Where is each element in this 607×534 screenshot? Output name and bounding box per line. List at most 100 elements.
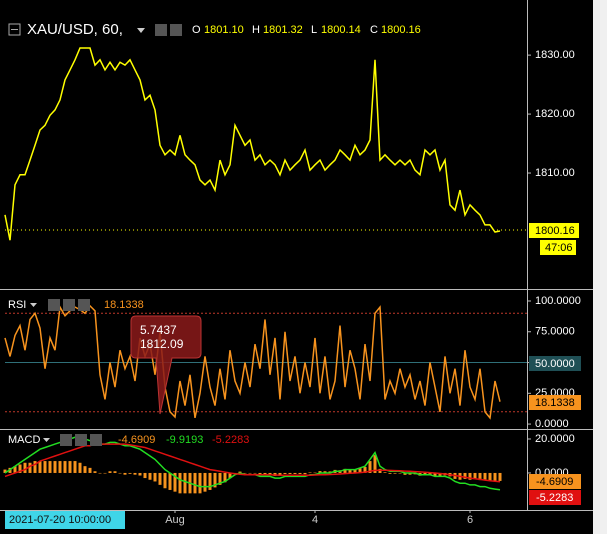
chart-background bbox=[0, 0, 593, 534]
countdown: 47:06 bbox=[545, 242, 573, 254]
histogram-bar bbox=[38, 461, 42, 473]
histogram-bar bbox=[178, 472, 182, 494]
histogram-bar bbox=[28, 462, 32, 473]
tooltip-rsi: 5.7437 bbox=[140, 323, 177, 337]
histogram-bar bbox=[133, 472, 137, 475]
histogram-bar bbox=[93, 471, 97, 473]
settings-icon[interactable] bbox=[63, 299, 75, 311]
histogram-bar bbox=[478, 472, 482, 481]
histogram-bar bbox=[253, 472, 257, 474]
close-icon[interactable] bbox=[78, 299, 90, 311]
rsi-value: 18.1338 bbox=[104, 299, 144, 311]
histogram-bar bbox=[153, 472, 157, 482]
histogram-bar bbox=[73, 461, 77, 473]
histogram-bar bbox=[258, 472, 262, 475]
histogram-bar bbox=[83, 466, 87, 473]
y-tick-label: 0.0000 bbox=[535, 418, 569, 430]
histogram-bar bbox=[463, 472, 467, 479]
rsi-mid-label: 50.0000 bbox=[535, 358, 575, 370]
y-tick-label: 20.0000 bbox=[535, 433, 575, 445]
histogram-bar bbox=[88, 467, 92, 473]
crosshair-tooltip bbox=[130, 315, 202, 415]
y-tick-label: 1820.00 bbox=[535, 108, 575, 120]
time-label-box bbox=[5, 511, 125, 529]
ohlc-key: H bbox=[252, 24, 260, 36]
histogram-bar bbox=[368, 461, 372, 473]
histogram-bar bbox=[68, 461, 72, 473]
histogram-bar bbox=[298, 472, 302, 474]
rsi-value-box bbox=[529, 395, 581, 410]
histogram-bar bbox=[433, 472, 437, 477]
y-tick-label: 75.0000 bbox=[535, 326, 575, 338]
visibility-icon[interactable] bbox=[60, 434, 72, 446]
rsi-name: RSI bbox=[8, 299, 26, 311]
histogram-bar bbox=[318, 471, 322, 473]
histogram-bar bbox=[173, 472, 177, 492]
ohlc-key: L bbox=[311, 24, 317, 36]
symbol[interactable]: XAU/USD, 60, bbox=[27, 21, 123, 38]
macd-dropdown[interactable] bbox=[43, 438, 50, 442]
histogram-bar bbox=[53, 461, 57, 473]
histogram-bar bbox=[103, 472, 107, 474]
collapse-button[interactable] bbox=[8, 23, 21, 36]
plots: 1810.001820.001830.000.000025.000050.000… bbox=[3, 47, 581, 526]
macd-signal-axis-value: -5.2283 bbox=[536, 492, 573, 504]
histogram-bar bbox=[43, 461, 47, 473]
macd-hist-box bbox=[529, 474, 581, 489]
histogram-bar bbox=[328, 471, 332, 473]
histogram-bar bbox=[263, 472, 267, 475]
histogram-bar bbox=[78, 462, 82, 473]
histogram-bar bbox=[98, 472, 102, 474]
histogram-bar bbox=[288, 472, 292, 474]
histogram-bar bbox=[403, 472, 407, 475]
histogram-bar bbox=[223, 472, 227, 483]
histogram-bar bbox=[308, 472, 312, 473]
histogram-bar bbox=[183, 472, 187, 494]
histogram-bar bbox=[108, 471, 112, 473]
histogram-bar bbox=[363, 467, 367, 473]
histogram-bar bbox=[353, 469, 357, 473]
x-tick-label: Aug bbox=[165, 514, 185, 526]
rsi-dropdown[interactable] bbox=[30, 303, 37, 307]
ohlc-value: 1801.32 bbox=[263, 24, 303, 36]
rsi-mid-box bbox=[529, 356, 581, 371]
histogram-bar bbox=[228, 472, 232, 479]
series-line bbox=[4, 47, 501, 241]
histogram-bar bbox=[213, 472, 217, 488]
histogram-bar bbox=[48, 461, 52, 473]
x-tick-label: 6 bbox=[467, 514, 473, 526]
histogram-bar bbox=[63, 461, 67, 473]
histogram-bar bbox=[58, 461, 62, 473]
settings-icon[interactable] bbox=[75, 434, 87, 446]
histogram-bar bbox=[278, 472, 282, 476]
symbol-dropdown[interactable] bbox=[137, 28, 145, 33]
histogram-bar bbox=[373, 455, 377, 473]
histogram-bar bbox=[383, 472, 387, 473]
macd-signal-box bbox=[529, 490, 581, 505]
histogram-bar bbox=[128, 472, 132, 474]
histogram-bar bbox=[143, 472, 147, 479]
countdown-box bbox=[540, 240, 576, 255]
histogram-bar bbox=[198, 472, 202, 494]
right-margin bbox=[593, 0, 607, 534]
histogram-bar bbox=[33, 461, 37, 473]
settings-icon[interactable] bbox=[170, 24, 182, 36]
visibility-icon[interactable] bbox=[155, 24, 167, 36]
macd-hist-value: -4.6909 bbox=[118, 434, 155, 446]
histogram-bar bbox=[243, 472, 247, 474]
histogram-bar bbox=[408, 472, 412, 475]
histogram-bar bbox=[193, 472, 197, 494]
histogram-bar bbox=[343, 468, 347, 473]
y-tick-label: 100.0000 bbox=[535, 295, 581, 307]
histogram-bar bbox=[468, 472, 472, 480]
histogram-bar bbox=[118, 472, 122, 474]
histogram-bar bbox=[123, 472, 127, 475]
histogram-bar bbox=[323, 471, 327, 473]
histogram-bar bbox=[303, 472, 307, 475]
histogram-bar bbox=[493, 472, 497, 481]
histogram-bar bbox=[168, 472, 172, 490]
visibility-icon[interactable] bbox=[48, 299, 60, 311]
close-icon[interactable] bbox=[90, 434, 102, 446]
histogram-bar bbox=[393, 472, 397, 474]
